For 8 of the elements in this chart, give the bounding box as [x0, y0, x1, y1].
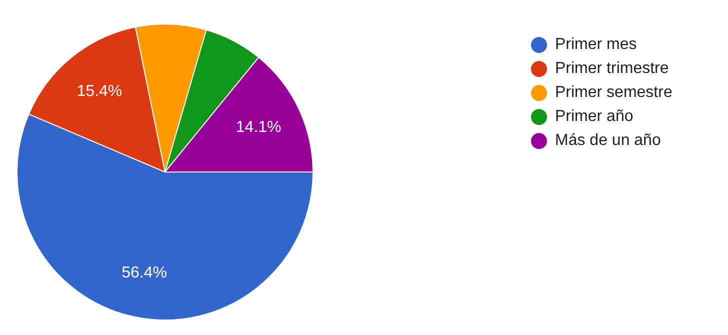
- legend-label: Primer semestre: [555, 84, 672, 102]
- data-label: 15.4%: [76, 82, 122, 100]
- legend-label: Primer trimestre: [555, 60, 669, 78]
- data-label: 56.4%: [122, 264, 167, 282]
- legend-label: Primer mes: [555, 36, 637, 54]
- data-label: 14.1%: [236, 118, 282, 136]
- legend-label: Primer año: [555, 108, 634, 126]
- legend-label: Más de un año: [555, 132, 661, 150]
